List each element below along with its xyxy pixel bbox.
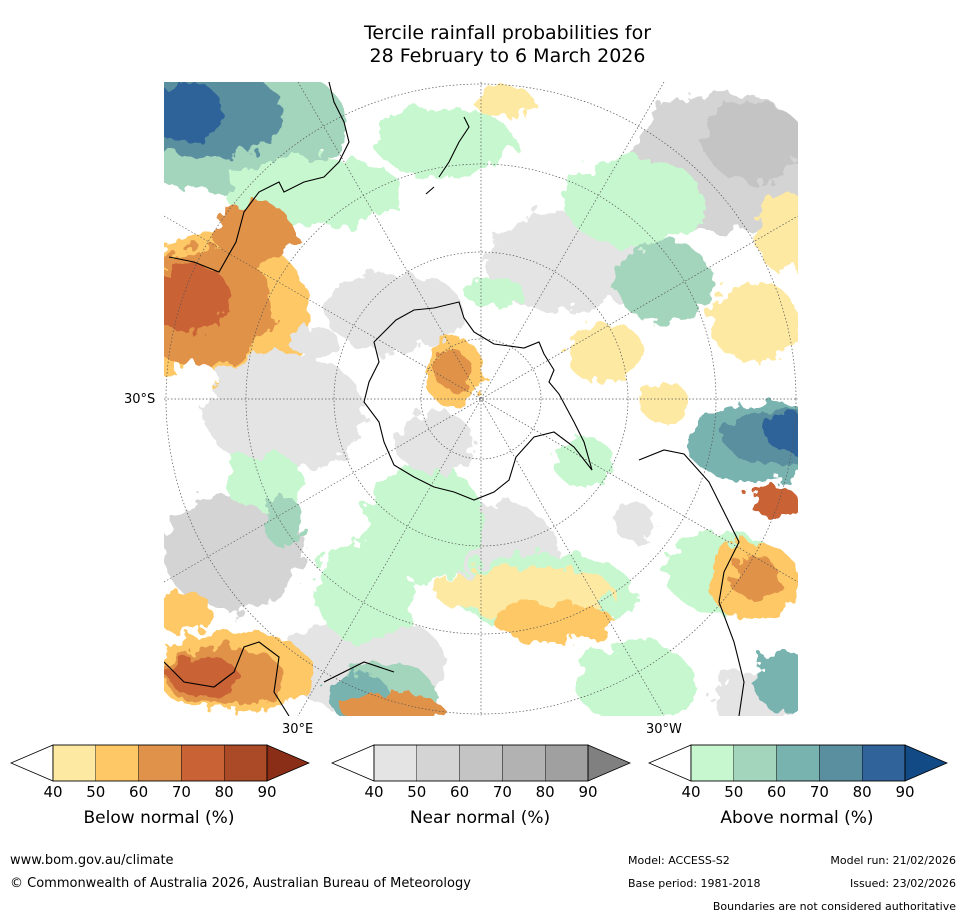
colorbar-title: Below normal (%) xyxy=(83,808,235,828)
colorbar-tick: 80 xyxy=(535,783,555,801)
south-america-coast xyxy=(638,449,745,716)
new-zealand-coast xyxy=(425,116,470,195)
title-line-2: 28 February to 6 March 2026 xyxy=(369,45,646,67)
colorbar-tick: 90 xyxy=(578,783,598,801)
colorbar-extend-high xyxy=(587,744,631,782)
antarctica-coast xyxy=(363,301,593,501)
footer-model: Model: ACCESS-S2 xyxy=(628,854,730,867)
africa-coast xyxy=(164,641,395,716)
colorbar-segment xyxy=(502,744,546,782)
colorbar-tick: 80 xyxy=(852,783,872,801)
colorbar-tick: 90 xyxy=(895,783,915,801)
colorbar-tick: 70 xyxy=(492,783,512,801)
footer-url[interactable]: www.bom.gov.au/climate xyxy=(10,853,174,868)
colorbar-segment xyxy=(459,744,503,782)
australia-coast xyxy=(168,82,350,273)
colorbar-tick: 40 xyxy=(364,783,384,801)
colorbar-segment xyxy=(776,744,820,782)
footer-copyright: © Commonwealth of Australia 2026, Austra… xyxy=(10,876,471,891)
colorbar-2 xyxy=(648,744,948,782)
colorbar-segment xyxy=(819,744,863,782)
colorbar-segment xyxy=(181,744,225,782)
colorbar-segment xyxy=(373,744,417,782)
colorbar-tick: 60 xyxy=(450,783,470,801)
title-line-1: Tercile rainfall probabilities for xyxy=(363,22,652,44)
colorbar-tick: 50 xyxy=(86,783,106,801)
colorbar-title: Above normal (%) xyxy=(720,808,874,828)
colorbar-tick: 50 xyxy=(407,783,427,801)
colorbar-title: Near normal (%) xyxy=(409,808,551,828)
colorbar-segment xyxy=(416,744,460,782)
colorbar-0 xyxy=(10,744,310,782)
colorbar-segment xyxy=(544,744,589,782)
colorbar-segment xyxy=(95,744,139,782)
colorbar-extend-low xyxy=(10,744,54,782)
footer-model-run: Model run: 21/02/2026 xyxy=(830,854,956,867)
footer-issued: Issued: 23/02/2026 xyxy=(849,877,956,890)
colorbar-segment xyxy=(690,744,734,782)
colorbar-segment xyxy=(861,744,906,782)
colorbar-extend-high xyxy=(904,744,948,782)
probability-speckle xyxy=(169,87,689,547)
colorbar-segment xyxy=(138,744,182,782)
colorbar-tick: 60 xyxy=(767,783,787,801)
colorbar-tick: 90 xyxy=(257,783,277,801)
colorbar-extend-low xyxy=(648,744,692,782)
colorbar-tick: 60 xyxy=(129,783,149,801)
colorbar-tick: 50 xyxy=(724,783,744,801)
rainfall-probability-map[interactable] xyxy=(164,82,798,716)
label-30w: 30°W xyxy=(646,722,682,737)
colorbar-tick: 40 xyxy=(43,783,63,801)
probability-shading xyxy=(164,82,798,716)
label-30s: 30°S xyxy=(124,392,156,407)
footer-base-period: Base period: 1981-2018 xyxy=(628,877,761,890)
label-30e: 30°E xyxy=(282,722,314,737)
colorbar-frame xyxy=(690,744,906,782)
colorbar-segment xyxy=(52,744,96,782)
colorbar-extend-low xyxy=(331,744,375,782)
graticule xyxy=(164,82,798,716)
colorbar-tick: 70 xyxy=(171,783,191,801)
coastlines xyxy=(164,82,745,716)
colorbar-extend-high xyxy=(266,744,310,782)
colorbar-tick: 40 xyxy=(681,783,701,801)
colorbar-frame xyxy=(52,744,268,782)
colorbar-1 xyxy=(331,744,631,782)
map-title: Tercile rainfall probabilities for 28 Fe… xyxy=(0,22,965,68)
footer-disclaimer: Boundaries are not considered authoritat… xyxy=(712,900,956,913)
colorbar-frame xyxy=(373,744,589,782)
colorbar-segment xyxy=(733,744,777,782)
colorbar-tick: 80 xyxy=(214,783,234,801)
colorbar-tick: 70 xyxy=(809,783,829,801)
colorbar-segment xyxy=(223,744,268,782)
